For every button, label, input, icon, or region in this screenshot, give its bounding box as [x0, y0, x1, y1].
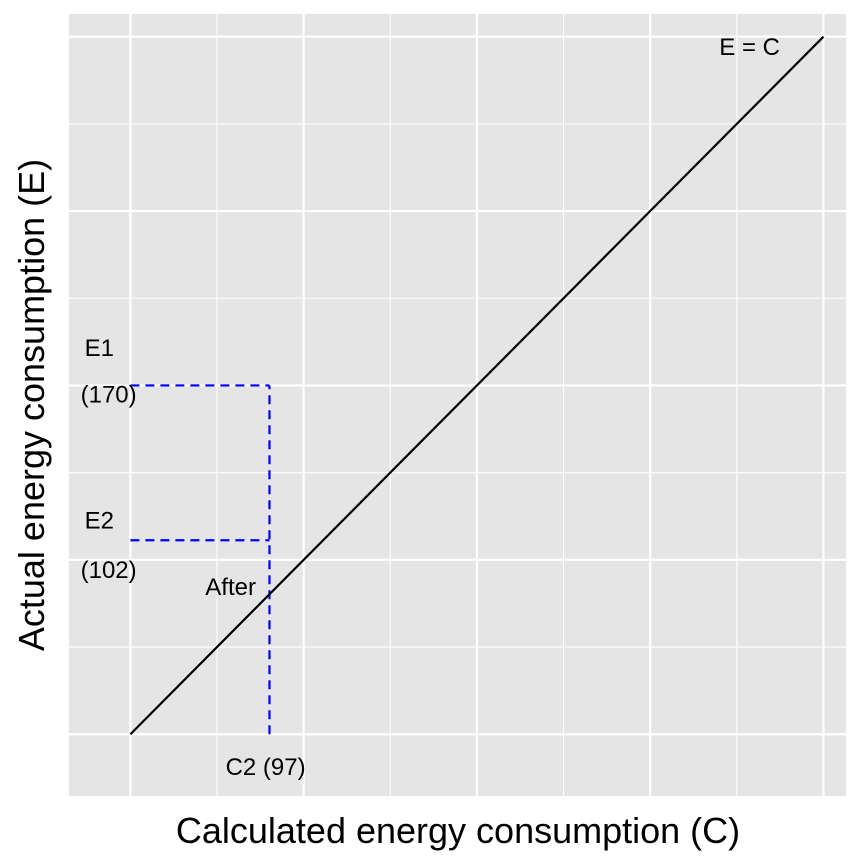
series-line-0: [129, 35, 825, 735]
major-grid: [69, 14, 846, 796]
series-layer: [129, 35, 825, 735]
annotations-layer: E = C E1 (170) E2 (102) After C2 (97): [81, 34, 780, 781]
minor-grid: [69, 14, 846, 796]
guide-lines: [130, 384, 271, 735]
annotation-e2-label: E2: [85, 508, 114, 535]
y-axis-title: Actual energy consumption (E): [11, 159, 52, 651]
annotation-identity: E = C: [719, 34, 780, 61]
annotation-after: After: [205, 574, 256, 601]
annotation-e1-value: (170): [81, 382, 137, 409]
annotation-e1-label: E1: [85, 335, 114, 362]
annotation-c2: C2 (97): [226, 754, 306, 781]
x-axis-title: Calculated energy consumption (C): [176, 810, 740, 851]
annotation-e2-value: (102): [81, 557, 137, 584]
